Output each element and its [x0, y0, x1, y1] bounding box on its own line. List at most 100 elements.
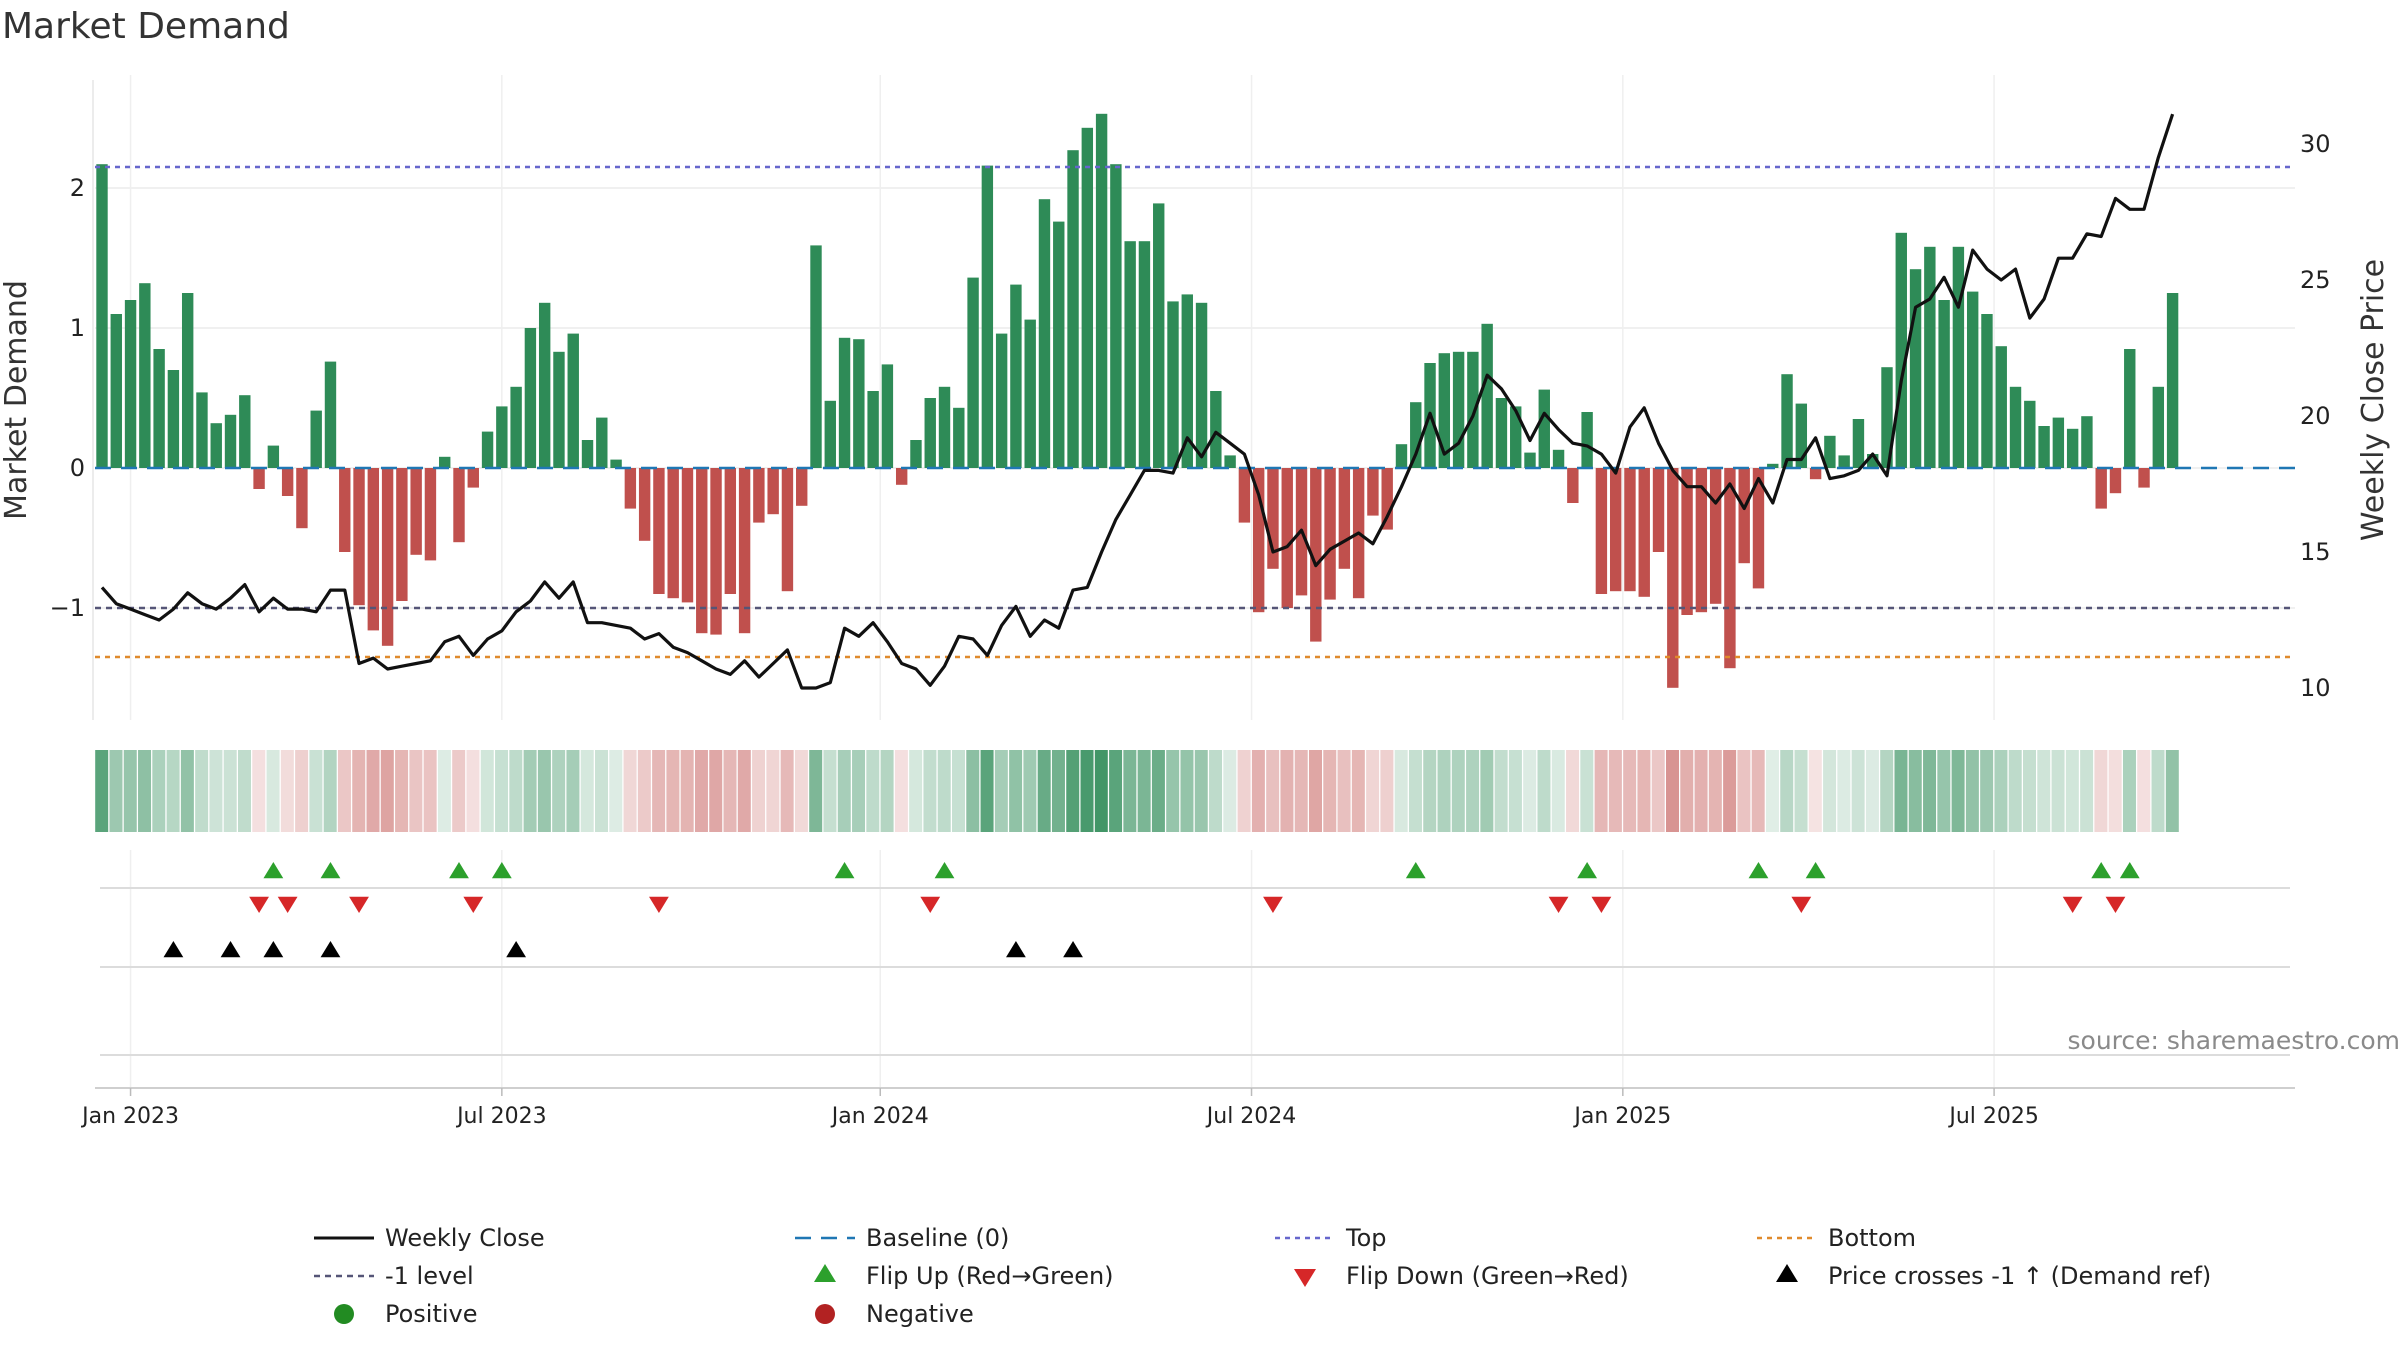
demand-bar	[1495, 398, 1508, 468]
demand-bar	[1281, 468, 1293, 608]
intensity-cell	[280, 750, 294, 832]
intensity-cell	[180, 750, 194, 832]
intensity-cell	[1408, 750, 1422, 832]
demand-bar	[367, 468, 380, 631]
intensity-cell	[1380, 750, 1394, 832]
intensity-cell	[2037, 750, 2051, 832]
demand-bar	[1267, 468, 1279, 569]
demand-bar	[396, 468, 408, 601]
demand-bar	[524, 328, 537, 468]
intensity-cell	[852, 750, 866, 832]
intensity-cell	[1151, 750, 1165, 832]
demand-bar	[1738, 468, 1750, 564]
demand-bar	[1452, 351, 1465, 468]
demand-bar	[481, 431, 494, 468]
demand-bar	[895, 468, 908, 485]
demand-bar	[1338, 468, 1351, 569]
demand-bar	[196, 392, 208, 468]
intensity-cell	[123, 750, 137, 832]
intensity-cell	[152, 750, 166, 832]
intensity-cell	[1437, 750, 1451, 832]
legend-item: Flip Up (Red→Green)	[814, 1262, 1114, 1290]
intensity-cell	[195, 750, 209, 832]
demand-bar	[1367, 468, 1379, 516]
legend-label: Top	[1345, 1224, 1387, 1252]
intensity-cell	[1351, 750, 1365, 832]
demand-bar	[1053, 221, 1065, 468]
intensity-cell	[737, 750, 751, 832]
intensity-cell	[1580, 750, 1594, 832]
intensity-cell	[880, 750, 894, 832]
demand-bar	[710, 468, 722, 635]
price-cross-marker	[320, 941, 341, 958]
right-tick-label: 30	[2300, 130, 2331, 158]
demand-bar	[1067, 150, 1079, 468]
demand-bar	[1966, 291, 1979, 468]
demand-bar	[581, 440, 594, 468]
demand-bar	[339, 468, 351, 552]
intensity-cell	[609, 750, 623, 832]
intensity-cell	[266, 750, 280, 832]
intensity-cell	[723, 750, 737, 832]
intensity-cell	[837, 750, 851, 832]
intensity-cell	[1066, 750, 1080, 832]
intensity-cell	[694, 750, 708, 832]
right-tick-label: 25	[2300, 266, 2331, 294]
flip-down-marker	[649, 896, 669, 913]
price-cross-marker	[263, 941, 284, 958]
intensity-cell	[709, 750, 723, 832]
demand-bar	[1895, 232, 1907, 468]
intensity-cell	[766, 750, 780, 832]
intensity-cell	[595, 750, 608, 832]
demand-bar	[1809, 468, 1822, 480]
demand-bar	[1924, 246, 1936, 468]
intensity-cell	[1980, 750, 1994, 832]
intensity-cell	[823, 750, 837, 832]
demand-bar	[1538, 389, 1550, 468]
price-cross-marker	[220, 941, 241, 958]
demand-bar	[267, 445, 280, 468]
left-tick-label: 2	[70, 174, 85, 202]
demand-bar	[681, 468, 694, 603]
demand-bars	[96, 113, 2179, 688]
intensity-cell	[566, 750, 580, 832]
demand-bar	[2081, 416, 2093, 468]
intensity-cell	[138, 750, 152, 832]
flip-up-marker	[2119, 862, 2140, 879]
intensity-cell	[1823, 750, 1837, 832]
intensity-cell	[1737, 750, 1751, 832]
demand-bar	[1581, 412, 1593, 468]
demand-bar	[953, 407, 965, 468]
intensity-cell	[952, 750, 965, 832]
flip-down-marker	[349, 896, 369, 913]
legend: Weekly Close Baseline (0) Top Bottom -1 leve…	[314, 1224, 2211, 1328]
demand-bar	[1624, 468, 1636, 592]
demand-bar	[310, 410, 322, 468]
intensity-cell	[1080, 750, 1094, 832]
flip-down-marker	[2105, 896, 2126, 913]
demand-bar	[496, 406, 508, 468]
weekly-close-series	[100, 113, 2175, 690]
intensity-cell	[552, 750, 566, 832]
intensity-cell	[2137, 750, 2151, 832]
intensity-cell	[1280, 750, 1294, 832]
flip-up-marker	[320, 862, 341, 879]
intensity-cell	[295, 750, 309, 832]
legend-item: Positive	[334, 1300, 478, 1328]
demand-bar	[467, 468, 479, 488]
legend-swatch	[814, 1264, 836, 1282]
price-cross-marker	[163, 941, 184, 958]
intensity-cell	[437, 750, 451, 832]
legend-label: Flip Down (Green→Red)	[1346, 1262, 1629, 1290]
demand-bar	[1667, 468, 1679, 688]
intensity-cell	[1123, 750, 1137, 832]
demand-bar	[1381, 468, 1393, 530]
demand-bar	[653, 468, 665, 594]
intensity-cell	[380, 750, 394, 832]
price-cross-marker	[506, 941, 527, 958]
demand-bar	[1981, 314, 1993, 468]
demand-bar	[410, 468, 422, 555]
demand-bar	[1024, 319, 1036, 468]
